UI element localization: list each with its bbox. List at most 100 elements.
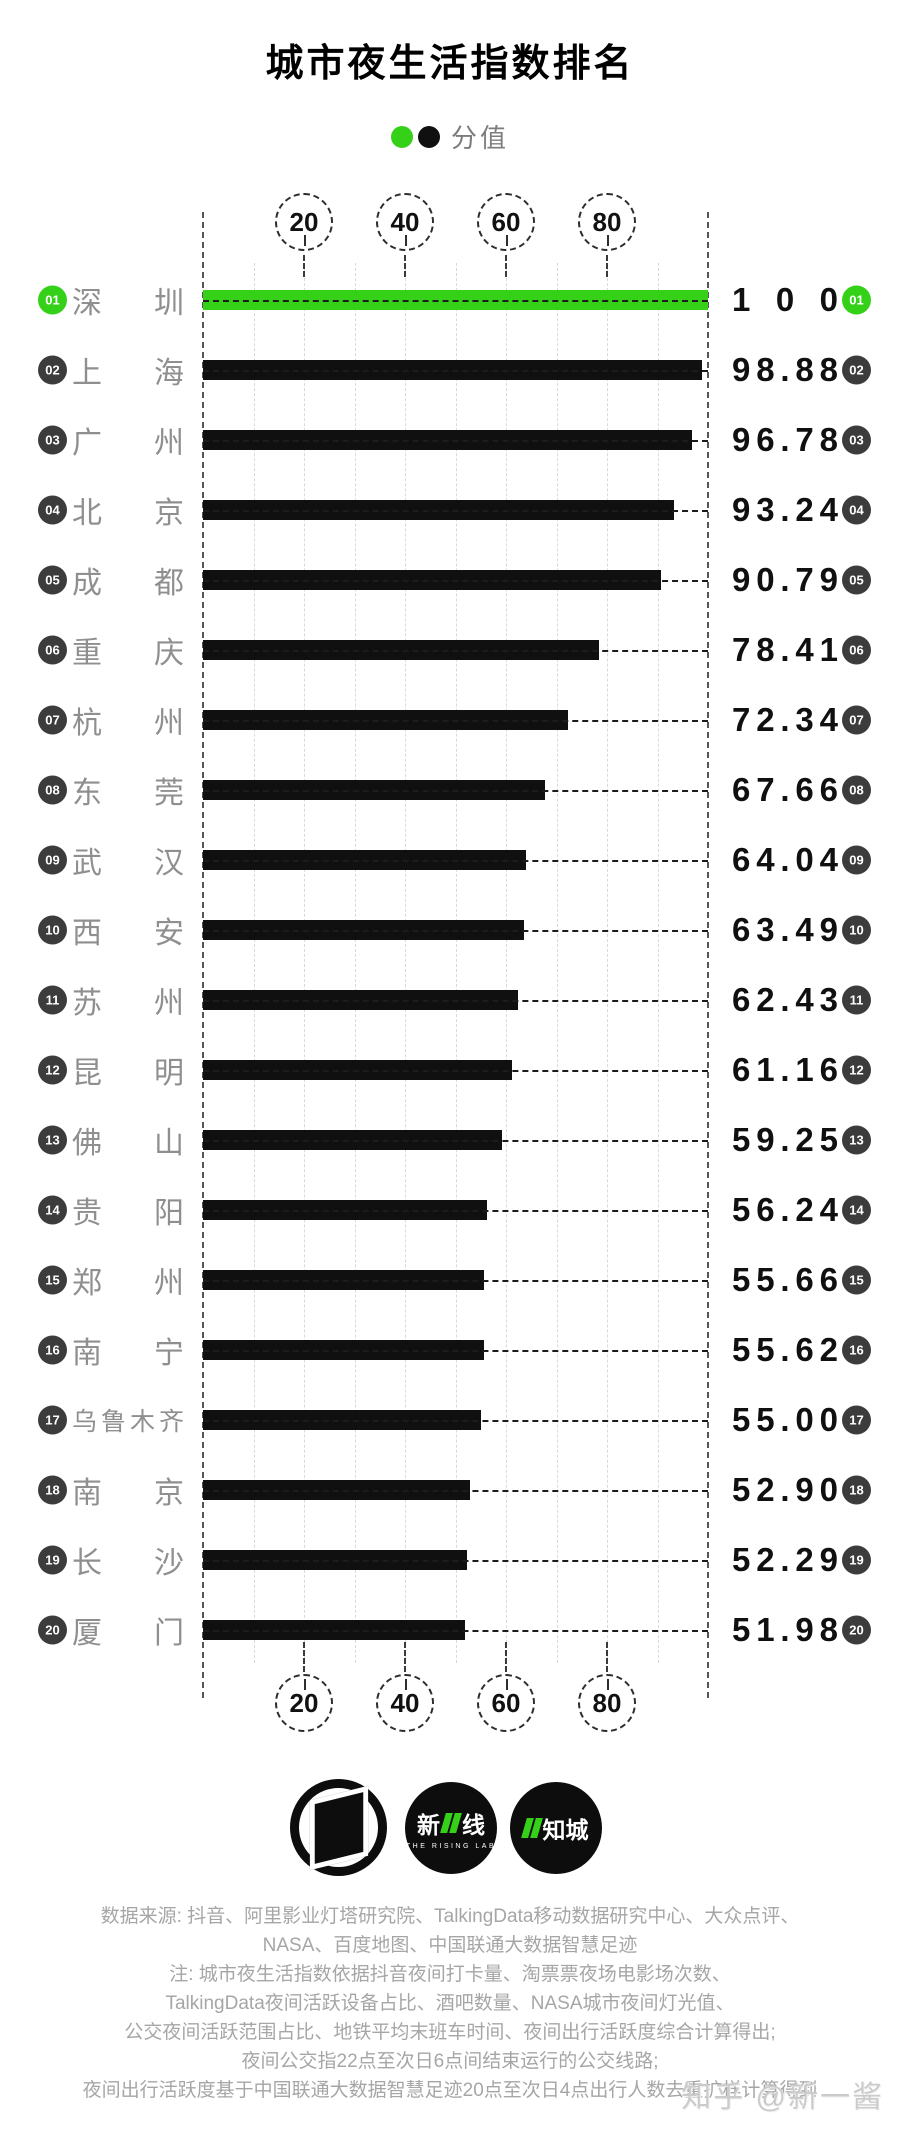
rank-badge-right: 08 bbox=[842, 775, 871, 805]
zhicheng-logo: 知城 bbox=[510, 1782, 602, 1874]
rank-badge-right: 03 bbox=[842, 425, 871, 455]
axis-tick-dash-icon bbox=[607, 235, 609, 246]
connector-dash-line bbox=[203, 1280, 708, 1282]
zhicheng-logo-label: 知城 bbox=[542, 1817, 589, 1843]
city-label: 上海 bbox=[72, 357, 184, 390]
axis-tick-bottom bbox=[606, 1642, 608, 1672]
chart-row: 05 成都 9 0. 7 9 05 bbox=[0, 545, 900, 615]
axis-tick-dash-icon bbox=[607, 1679, 609, 1690]
connector-dash-line bbox=[203, 440, 708, 442]
footer-line: 数据来源: 抖音、阿里影业灯塔研究院、TalkingData移动数据研究中心、大… bbox=[100, 1906, 800, 1927]
axis-tick-dash-icon bbox=[405, 235, 407, 246]
city-label: 贵阳 bbox=[72, 1197, 184, 1230]
chart-row: 10 西安 6 3. 4 9 10 bbox=[0, 895, 900, 965]
chart-row: 14 贵阳 5 6. 2 4 14 bbox=[0, 1175, 900, 1245]
rank-badge-left: 20 bbox=[38, 1615, 67, 1645]
rank-badge-right: 11 bbox=[842, 985, 871, 1015]
gridline bbox=[354, 263, 356, 1663]
connector-dash-line bbox=[203, 1350, 708, 1352]
legend: 分值 bbox=[0, 118, 900, 155]
axis-tick-top bbox=[505, 255, 507, 277]
chart-row: 16 南宁 5 5. 6 2 16 bbox=[0, 1315, 900, 1385]
connector-dash-line bbox=[203, 790, 708, 792]
city-label: 佛山 bbox=[72, 1127, 184, 1160]
city-label: 厦门 bbox=[72, 1617, 184, 1650]
chart-row: 17 乌鲁木齐 5 5. 0 0 17 bbox=[0, 1385, 900, 1455]
connector-dash-line bbox=[203, 300, 708, 302]
axis-tick-circle: 60 bbox=[477, 1674, 535, 1732]
axis-tick-top bbox=[606, 255, 608, 277]
city-label: 东莞 bbox=[72, 777, 184, 810]
axis-tick-dash-icon bbox=[304, 235, 306, 246]
rising-logo-right-char: 线 bbox=[462, 1812, 485, 1838]
connector-dash-line bbox=[203, 1420, 708, 1422]
axis-tick-circle: 40 bbox=[376, 1674, 434, 1732]
connector-dash-line bbox=[203, 1000, 708, 1002]
axis-tick-top bbox=[404, 255, 406, 277]
connector-dash-line bbox=[203, 1070, 708, 1072]
axis-tick-bottom bbox=[303, 1642, 305, 1672]
city-label: 南京 bbox=[72, 1477, 184, 1510]
rank-badge-left: 05 bbox=[38, 565, 67, 595]
rising-logo-left-char: 新 bbox=[417, 1812, 440, 1838]
axis-tick-dash-icon bbox=[304, 1679, 306, 1690]
rank-badge-left: 19 bbox=[38, 1545, 67, 1575]
rank-badge-left: 13 bbox=[38, 1125, 67, 1155]
city-label: 杭州 bbox=[72, 707, 184, 740]
rising-logo-green-mark-icon bbox=[440, 1813, 462, 1833]
connector-dash-line bbox=[203, 1630, 708, 1632]
chart-row: 04 北京 9 3. 2 4 04 bbox=[0, 475, 900, 545]
rank-badge-left: 15 bbox=[38, 1265, 67, 1295]
chart-row: 15 郑州 5 5. 6 6 15 bbox=[0, 1245, 900, 1315]
chart-row: 08 东莞 6 7. 6 6 08 bbox=[0, 755, 900, 825]
city-label: 成都 bbox=[72, 567, 184, 600]
rising-logo-subtitle: THE RISING LAB bbox=[405, 1843, 497, 1850]
chart-row: 07 杭州 7 2. 3 4 07 bbox=[0, 685, 900, 755]
rank-badge-right: 18 bbox=[842, 1475, 871, 1505]
footer-line: 注: 城市夜生活指数依据抖音夜间打卡量、淘票票夜场电影场次数、 bbox=[169, 1964, 731, 1985]
axis-tick-dash-icon bbox=[506, 235, 508, 246]
rank-badge-left: 17 bbox=[38, 1405, 67, 1435]
gridline bbox=[506, 263, 507, 1663]
rank-badge-right: 02 bbox=[842, 355, 871, 385]
gridline bbox=[455, 263, 457, 1663]
city-label: 南宁 bbox=[72, 1337, 184, 1370]
rank-badge-right: 01 bbox=[842, 285, 871, 315]
chart-row: 01 深圳 1 0 0 01 bbox=[0, 265, 900, 335]
rank-badge-right: 19 bbox=[842, 1545, 871, 1575]
city-label: 重庆 bbox=[72, 637, 184, 670]
axis-line-max bbox=[707, 212, 709, 1698]
legend-green-dot-icon bbox=[390, 125, 413, 148]
rank-badge-left: 18 bbox=[38, 1475, 67, 1505]
chart-row: 11 苏州 6 2. 4 3 11 bbox=[0, 965, 900, 1035]
axis-tick-circle: 20 bbox=[275, 1674, 333, 1732]
chart-row: 09 武汉 6 4. 0 4 09 bbox=[0, 825, 900, 895]
city-label: 西安 bbox=[72, 917, 184, 950]
rank-badge-right: 13 bbox=[842, 1125, 871, 1155]
rank-badge-right: 10 bbox=[842, 915, 871, 945]
rank-badge-left: 06 bbox=[38, 635, 67, 665]
connector-dash-line bbox=[203, 510, 708, 512]
city-label: 郑州 bbox=[72, 1267, 184, 1300]
axis-tick-circle: 80 bbox=[578, 1674, 636, 1732]
axis-tick-circle: 20 bbox=[275, 193, 333, 251]
legend-black-dot-icon bbox=[417, 125, 440, 148]
city-label: 乌鲁木齐 bbox=[72, 1408, 184, 1436]
zhicheng-logo-green-mark-icon bbox=[520, 1818, 543, 1838]
connector-dash-line bbox=[203, 860, 708, 862]
gridline bbox=[556, 263, 558, 1663]
axis-tick-bottom bbox=[505, 1642, 507, 1672]
gridline bbox=[253, 263, 255, 1663]
